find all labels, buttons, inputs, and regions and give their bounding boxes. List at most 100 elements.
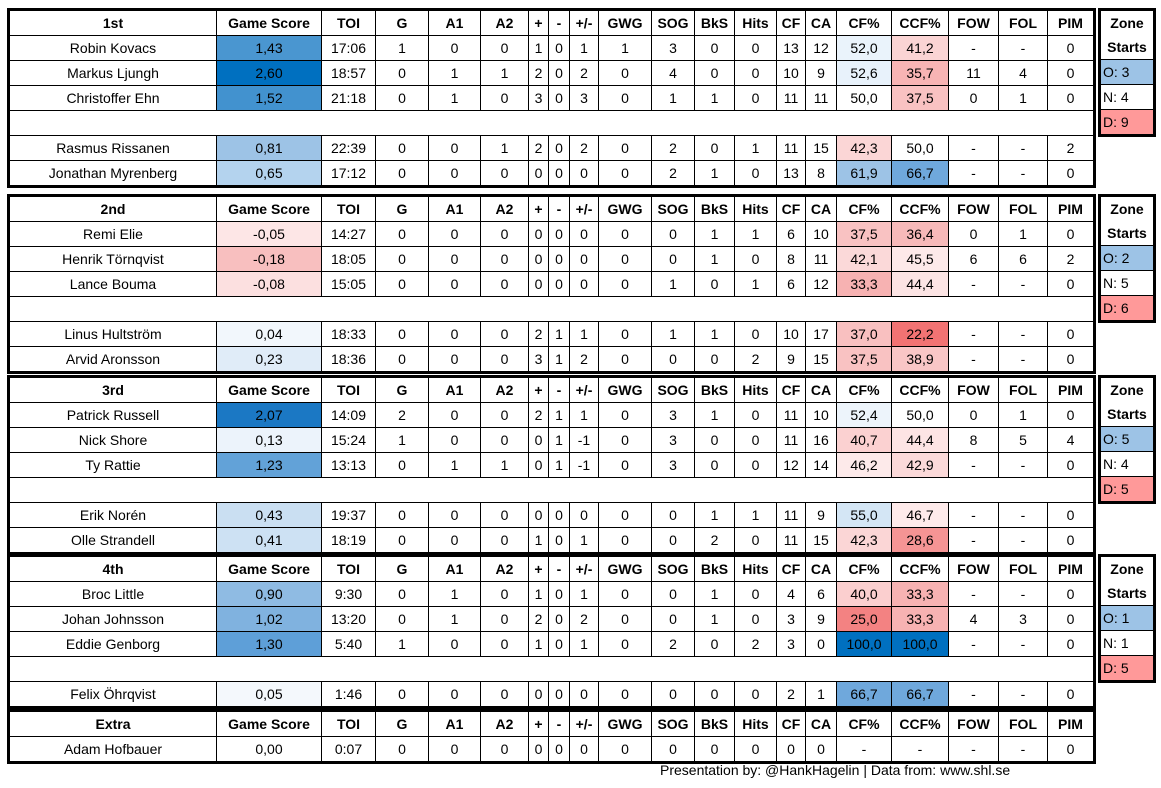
- column-header-a2: A2: [480, 555, 529, 582]
- column-header-sog: SOG: [651, 376, 695, 403]
- fol-cell: -: [998, 271, 1048, 297]
- line-table-4th: 4th Game Score TOI G A1 A2 + - +/- GWG SOG BkS Hits C…: [7, 554, 1096, 709]
- plus-minus-cell: 1: [569, 581, 599, 607]
- cf-pct-cell: 50,0: [836, 85, 892, 111]
- bks-cell: 1: [694, 160, 735, 187]
- gwg-cell: 0: [598, 402, 652, 428]
- ccf-pct-cell: 44,4: [891, 427, 949, 453]
- ca-cell: 8: [805, 160, 837, 187]
- ccf-pct-cell: 38,9: [891, 346, 949, 373]
- fol-cell: 1: [998, 221, 1048, 247]
- gwg-cell: 0: [598, 681, 652, 708]
- pim-cell: 0: [1047, 321, 1095, 347]
- sog-cell: 1: [651, 85, 695, 111]
- bks-cell: 1: [694, 502, 735, 528]
- pim-cell: 0: [1047, 736, 1095, 763]
- plus-minus-cell: 2: [569, 606, 599, 632]
- column-header-fol: FOL: [998, 376, 1048, 403]
- ccf-pct-cell: 50,0: [891, 402, 949, 428]
- sog-cell: 2: [651, 160, 695, 187]
- cf-cell: 10: [776, 321, 806, 347]
- cf-cell: 13: [776, 35, 806, 61]
- cf-cell: 11: [776, 85, 806, 111]
- minus-cell: 0: [548, 527, 570, 554]
- a2-cell: 0: [480, 346, 529, 373]
- fol-cell: 6: [998, 246, 1048, 272]
- fol-cell: 1: [998, 402, 1048, 428]
- cf-cell: 0: [776, 736, 806, 763]
- game-score-cell: 1,43: [216, 35, 322, 61]
- plus-cell: 2: [528, 60, 549, 86]
- table-row: Rasmus Rissanen 0,81 22:39 0 0 1 2 0 2 0 2 0 1 11 15 42…: [8, 135, 1095, 161]
- a1-cell: 0: [428, 135, 481, 161]
- goals-cell: 0: [375, 271, 429, 297]
- fol-cell: -: [998, 527, 1048, 554]
- table-row: Christoffer Ehn 1,52 21:18 0 1 0 3 0 3 0 1 1 0 11 11 50…: [8, 85, 1095, 111]
- player-cell: Markus Ljungh: [8, 60, 217, 86]
- a2-cell: 0: [480, 606, 529, 632]
- column-header-bks: BkS: [694, 555, 735, 582]
- cf-pct-cell: 40,7: [836, 427, 892, 453]
- minus-cell: 0: [548, 271, 570, 297]
- minus-cell: 0: [548, 246, 570, 272]
- minus-cell: 0: [548, 502, 570, 528]
- fow-cell: -: [948, 581, 999, 607]
- player-cell: Nick Shore: [8, 427, 217, 453]
- player-cell: Remi Elie: [8, 221, 217, 247]
- toi-cell: 14:09: [321, 402, 376, 428]
- cf-pct-cell: 61,9: [836, 160, 892, 187]
- zone-subtitle: Starts: [1107, 585, 1147, 601]
- column-header-fol: FOL: [998, 9, 1048, 36]
- a2-cell: 0: [480, 527, 529, 554]
- goals-cell: 2: [375, 402, 429, 428]
- ca-cell: 9: [805, 606, 837, 632]
- sog-cell: 0: [651, 606, 695, 632]
- column-header-cf: CF: [776, 376, 806, 403]
- zone-title: Zone: [1110, 201, 1144, 217]
- zone-offensive: O: 5: [1099, 426, 1155, 452]
- table-row: Patrick Russell 2,07 14:09 2 0 0 2 1 1 0 3 1 0 11 10 52…: [8, 402, 1095, 428]
- plus-minus-cell: 2: [569, 346, 599, 373]
- pim-cell: 0: [1047, 631, 1095, 657]
- hits-cell: 0: [734, 402, 777, 428]
- a1-cell: 0: [428, 631, 481, 657]
- line-label: Extra: [8, 710, 217, 737]
- fow-cell: 8: [948, 427, 999, 453]
- bks-cell: 0: [694, 427, 735, 453]
- table-row: Linus Hultström 0,04 18:33 0 0 0 2 1 1 0 1 1 0 10 17 37…: [8, 321, 1095, 347]
- column-header-goals: G: [375, 195, 429, 222]
- fow-cell: -: [948, 35, 999, 61]
- player-cell: Robin Kovacs: [8, 35, 217, 61]
- fow-cell: -: [948, 631, 999, 657]
- table-row: Jonathan Myrenberg 0,65 17:12 0 0 0 0 0 0 0 2 1 0 13 8…: [8, 160, 1095, 187]
- cf-pct-cell: 42,3: [836, 135, 892, 161]
- game-score-cell: 1,02: [216, 606, 322, 632]
- zone-neutral: N: 5: [1099, 270, 1155, 296]
- header-row: Extra Game Score TOI G A1 A2 + - +/- GWG SOG BkS Hit…: [8, 710, 1095, 737]
- plus-cell: 1: [528, 631, 549, 657]
- goals-cell: 0: [375, 85, 429, 111]
- ca-cell: 9: [805, 502, 837, 528]
- fow-cell: -: [948, 681, 999, 708]
- a2-cell: 0: [480, 221, 529, 247]
- plus-minus-cell: 0: [569, 160, 599, 187]
- bks-cell: 0: [694, 681, 735, 708]
- a2-cell: 0: [480, 160, 529, 187]
- minus-cell: 0: [548, 85, 570, 111]
- cf-cell: 12: [776, 452, 806, 478]
- ccf-pct-cell: 35,7: [891, 60, 949, 86]
- bks-cell: 1: [694, 246, 735, 272]
- toi-cell: 17:12: [321, 160, 376, 187]
- gwg-cell: 0: [598, 581, 652, 607]
- a2-cell: 0: [480, 402, 529, 428]
- a1-cell: 0: [428, 160, 481, 187]
- ca-cell: 14: [805, 452, 837, 478]
- column-header-cf: CF: [776, 710, 806, 737]
- line-table-3rd: 3rd Game Score TOI G A1 A2 + - +/- GWG SOG BkS Hits C…: [7, 375, 1096, 555]
- game-score-cell: 0,43: [216, 502, 322, 528]
- column-header-game-score: Game Score: [216, 195, 322, 222]
- table-row: Felix Öhrqvist 0,05 1:46 0 0 0 0 0 0 0 0 0 0 2 1 66,7 66…: [8, 681, 1095, 708]
- a2-cell: 0: [480, 35, 529, 61]
- cf-pct-cell: 42,3: [836, 527, 892, 554]
- table-row: Eddie Genborg 1,30 5:40 1 0 0 1 0 1 0 2 0 2 3 0 100,0 10…: [8, 631, 1095, 657]
